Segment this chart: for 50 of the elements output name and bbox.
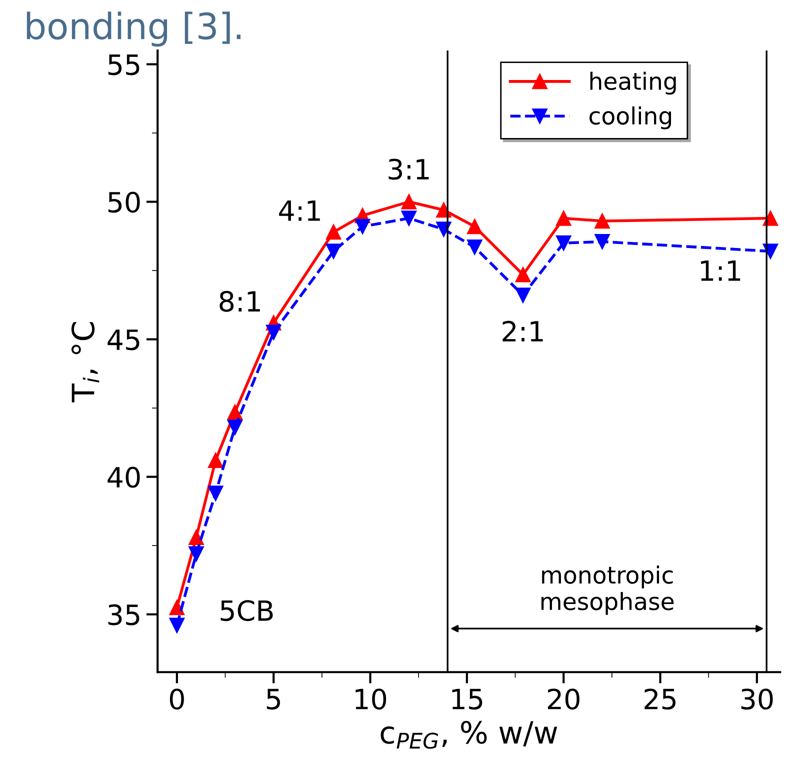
x-tick-label: 20: [548, 688, 580, 710]
point: [188, 546, 204, 562]
text: bonding [3].: [26, 12, 241, 47]
point: [762, 244, 778, 259]
point: [515, 288, 531, 303]
x-tick-label: 30: [741, 688, 773, 710]
legend-label: heating: [590, 72, 676, 95]
legend-label: cooling: [590, 106, 672, 130]
x-tick-label: 5: [266, 688, 280, 710]
annotation: 4:1: [279, 200, 320, 221]
point: [326, 224, 342, 240]
x-tick-label: 15: [452, 688, 482, 710]
y-tick-label: 40: [108, 466, 140, 488]
x-tick-label: 0: [170, 688, 184, 710]
point: [762, 210, 778, 226]
point: [266, 324, 282, 340]
point: [188, 530, 204, 545]
point: [401, 194, 417, 210]
x-axis-title: c$_{PEG}$, % w/w: [380, 720, 558, 749]
point: [467, 218, 482, 234]
y-tick-label: 55: [108, 54, 140, 76]
x-tick-label: 10: [356, 688, 386, 710]
point: [594, 234, 610, 250]
point: [354, 218, 370, 234]
annotation: 2:1: [502, 320, 543, 342]
point: [436, 222, 452, 237]
point: [556, 210, 572, 226]
point: [401, 210, 417, 226]
point: [169, 600, 185, 616]
point: [169, 618, 185, 633]
annotation: 5CB: [220, 600, 273, 622]
point: [208, 452, 224, 468]
y-axis-title: T$_{i}$, °C: [71, 322, 100, 402]
x-tick-label: 25: [644, 688, 676, 710]
point: [326, 244, 342, 259]
point: [227, 404, 243, 420]
point: [515, 267, 531, 282]
point: [556, 235, 572, 251]
point: [208, 486, 224, 501]
annotation: 1:1: [701, 260, 740, 281]
annotation: monotropic mesophase: [541, 566, 674, 615]
point: [227, 420, 243, 435]
annotation: 8:1: [220, 290, 260, 312]
y-tick-label: 35: [108, 604, 140, 626]
point: [467, 240, 482, 255]
point: [436, 202, 452, 218]
point: [594, 213, 610, 229]
y-tick-label: 50: [108, 192, 140, 213]
annotation: 3:1: [388, 158, 429, 180]
y-tick-label: 45: [108, 330, 140, 350]
